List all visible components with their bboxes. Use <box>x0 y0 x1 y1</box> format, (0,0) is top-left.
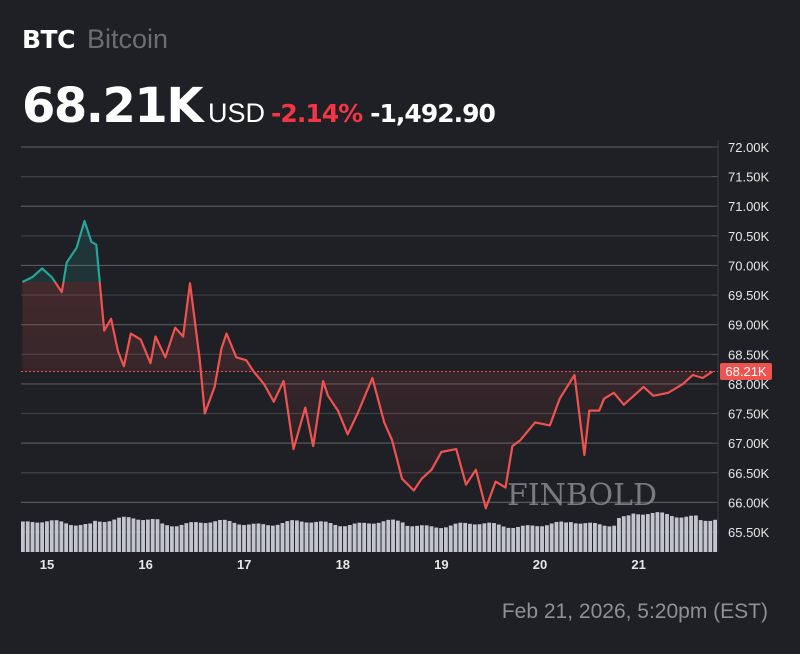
change-percent: -2.14% <box>271 99 363 128</box>
y-tick-label: 68.50K <box>728 347 770 362</box>
current-price: 68.21K <box>22 78 204 134</box>
y-tick-label: 72.00K <box>728 140 770 155</box>
price-chart[interactable]: FINBOLD 72.00K 71.50K 71.00K 70.50K 70.00K 69… <box>0 0 800 600</box>
header: BTC Bitcoin <box>22 24 168 55</box>
timestamp: Feb 21, 2026, 5:20pm (EST) <box>501 600 768 623</box>
y-tick-label: 68.00K <box>728 377 770 392</box>
x-tick-label: 21 <box>631 557 645 572</box>
x-tick-label: 19 <box>434 557 448 572</box>
y-tick-label: 70.50K <box>728 229 770 244</box>
y-tick-label: 66.50K <box>728 466 770 481</box>
finbold-watermark: FINBOLD <box>507 478 657 513</box>
y-tick-label: 69.00K <box>728 318 770 333</box>
y-tick-label: 70.00K <box>728 258 770 273</box>
currency-label: USD <box>208 98 266 128</box>
y-axis-labels: 72.00K 71.50K 71.00K 70.50K 70.00K 69.50K 69.0… <box>728 140 770 540</box>
asset-name: Bitcoin <box>86 24 169 54</box>
x-tick-label: 17 <box>237 557 251 572</box>
x-tick-label: 16 <box>138 557 152 572</box>
x-tick-label: 15 <box>40 557 54 572</box>
volume-bars <box>21 512 717 552</box>
grid-lines <box>21 146 718 533</box>
y-tick-label: 67.00K <box>728 436 770 451</box>
svg-text:68.21K: 68.21K <box>725 364 767 379</box>
x-axis-labels: 15 16 17 18 19 20 21 <box>40 557 646 572</box>
y-tick-label: 66.00K <box>728 495 770 510</box>
price-tag: 68.21K <box>720 362 772 380</box>
y-tick-label: 69.50K <box>728 288 770 303</box>
y-tick-label: 71.00K <box>728 199 770 214</box>
x-tick-label: 18 <box>336 557 350 572</box>
y-tick-label: 65.50K <box>728 525 770 540</box>
price-row: 68.21K USD -2.14% -1,492.90 <box>22 78 496 134</box>
change-absolute: -1,492.90 <box>370 99 496 128</box>
y-tick-label: 67.50K <box>728 407 770 422</box>
x-tick-label: 20 <box>533 557 547 572</box>
price-fill <box>22 221 713 509</box>
y-tick-label: 71.50K <box>728 170 770 185</box>
price-line <box>21 219 714 510</box>
ticker-symbol: BTC <box>22 25 75 54</box>
